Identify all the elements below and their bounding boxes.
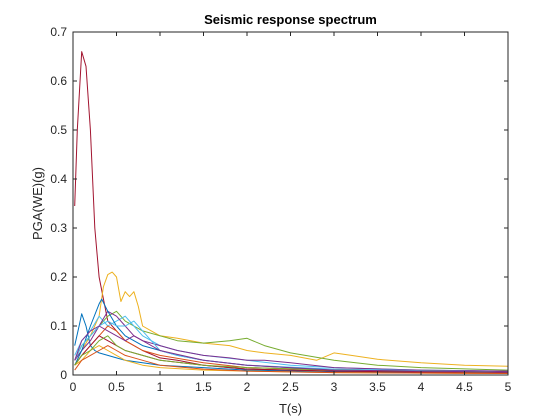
series-line-2: [74, 271, 508, 367]
series-line-5: [74, 313, 508, 374]
x-tick-label: 3: [331, 380, 338, 394]
x-tick-label: 2: [244, 380, 251, 394]
y-tick-label: 0.6: [50, 74, 67, 88]
x-tick-label: 3.5: [369, 380, 386, 394]
y-tick-label: 0.5: [50, 123, 67, 137]
x-axis-ticks: 0 0.5 1 1.5 2 2.5 3 3.5 4 4.5 5: [70, 32, 512, 394]
x-tick-label: 1.5: [195, 380, 212, 394]
x-tick-label: 2.5: [282, 380, 299, 394]
y-axis-ticks: 0 0.1 0.2 0.3 0.4 0.5 0.6 0.7: [50, 25, 508, 382]
x-tick-label: 5: [505, 380, 512, 394]
plot-area: [73, 32, 508, 375]
x-tick-label: 1: [157, 380, 164, 394]
y-tick-label: 0.4: [50, 172, 67, 186]
y-tick-label: 0.7: [50, 25, 67, 39]
x-tick-label: 0: [70, 380, 77, 394]
chart-title: Seismic response spectrum: [204, 12, 377, 27]
x-axis-label: T(s): [279, 401, 302, 416]
x-tick-label: 4.5: [456, 380, 473, 394]
series-line-12: [74, 335, 508, 373]
series-line-13: [74, 325, 508, 373]
x-tick-label: 0.5: [108, 380, 125, 394]
y-axis-label: PGA(WE)(g): [30, 167, 45, 240]
y-tick-label: 0.3: [50, 221, 67, 235]
y-tick-label: 0: [60, 368, 67, 382]
x-tick-label: 4: [418, 380, 425, 394]
y-tick-label: 0.2: [50, 270, 67, 284]
y-tick-label: 0.1: [50, 319, 67, 333]
series-line-4: [74, 315, 508, 372]
